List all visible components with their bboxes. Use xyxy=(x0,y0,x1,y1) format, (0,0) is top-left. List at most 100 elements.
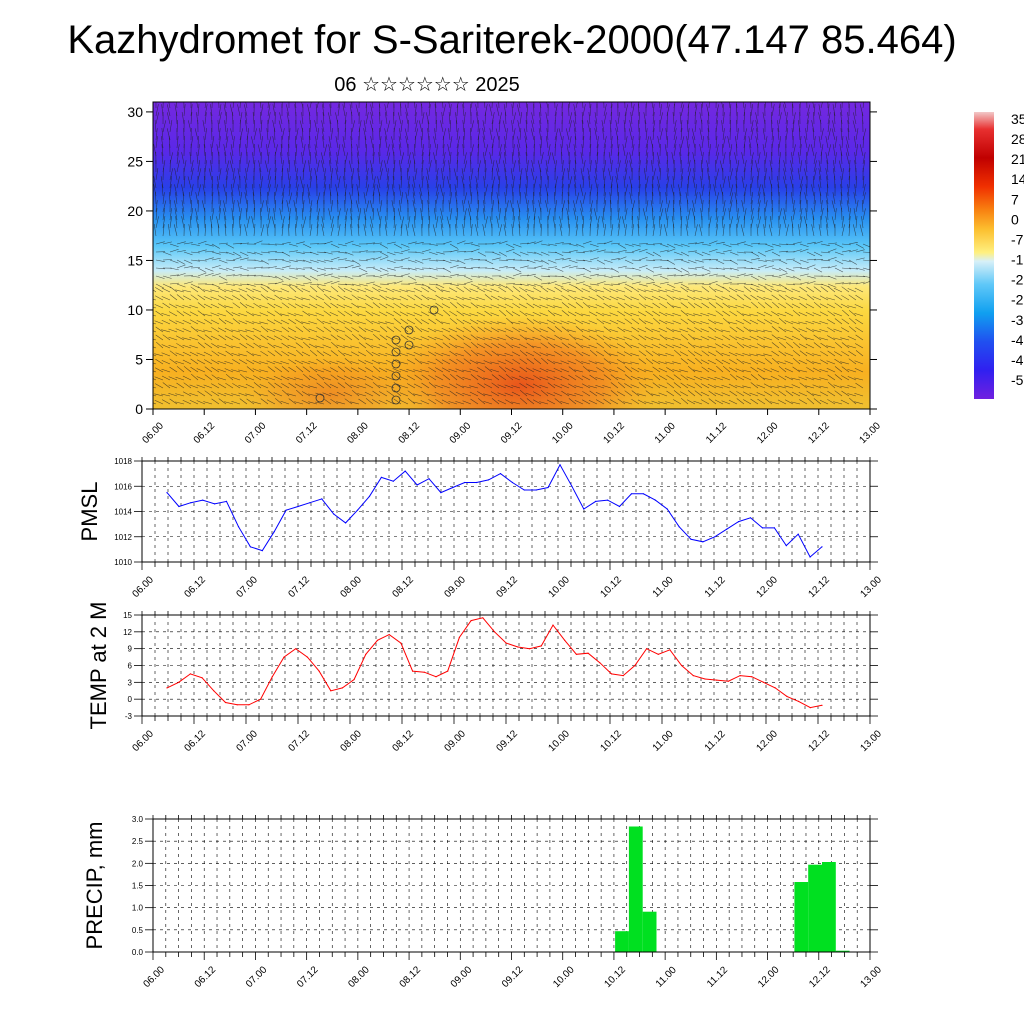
wind-barb xyxy=(630,183,633,197)
wind-barb xyxy=(855,249,865,253)
wind-barb xyxy=(519,242,529,245)
wind-barb xyxy=(686,327,696,333)
wind-barb xyxy=(854,360,864,365)
wind-barb xyxy=(343,320,353,325)
wind-barb xyxy=(386,168,389,181)
wind-barb xyxy=(224,152,227,165)
data-point xyxy=(669,649,671,651)
wind-barb xyxy=(559,224,563,237)
wind-barb xyxy=(253,283,263,286)
wind-barb xyxy=(862,259,870,262)
wind-barb xyxy=(526,273,536,277)
wind-barb xyxy=(847,192,850,205)
wind-barb xyxy=(537,160,542,173)
wind-barb xyxy=(379,136,382,149)
wind-barb xyxy=(805,311,815,317)
wind-barb xyxy=(721,329,731,333)
wind-barb xyxy=(862,251,870,253)
wind-barb xyxy=(273,303,283,309)
wind-barb xyxy=(533,358,542,365)
calm-circle xyxy=(391,371,401,381)
wind-barb xyxy=(673,144,677,157)
wind-barb xyxy=(793,341,801,349)
wind-barb xyxy=(847,393,857,397)
wind-barb xyxy=(484,343,493,349)
data-point xyxy=(726,528,728,530)
wind-barb xyxy=(631,390,640,397)
wind-barb xyxy=(476,361,486,365)
wind-barb xyxy=(644,344,654,349)
wind-barb xyxy=(378,376,388,381)
wind-barb xyxy=(624,390,633,397)
wind-barb xyxy=(211,366,220,373)
wind-barb xyxy=(161,352,171,357)
wind-barb xyxy=(274,168,277,181)
wind-barb xyxy=(511,344,521,349)
wind-barb xyxy=(596,281,606,285)
wind-barb xyxy=(716,365,724,373)
x-tick-label: 08.00 xyxy=(345,420,371,446)
wind-barb xyxy=(351,333,360,341)
wind-barb xyxy=(721,359,731,365)
data-point xyxy=(412,670,414,672)
wind-barb xyxy=(365,200,370,213)
wind-barb xyxy=(798,328,808,333)
wind-barb xyxy=(364,288,374,293)
data-point xyxy=(681,664,683,667)
x-tick-label: 07.12 xyxy=(294,420,320,446)
wind-barb xyxy=(420,303,430,309)
wind-barb xyxy=(736,199,738,213)
wind-barb xyxy=(589,127,591,141)
wind-barb xyxy=(749,345,759,349)
wind-barb xyxy=(575,342,584,349)
wind-barb xyxy=(659,334,668,341)
wind-barb xyxy=(183,265,193,269)
wind-barb xyxy=(309,119,311,133)
wind-barb xyxy=(337,208,341,221)
wind-barb xyxy=(609,336,619,341)
wind-barb xyxy=(855,318,864,325)
wind-barb xyxy=(638,334,647,341)
wind-barb xyxy=(736,294,745,301)
wind-barb xyxy=(288,318,297,325)
wind-barb xyxy=(846,200,850,213)
wind-barb xyxy=(413,312,423,317)
wind-barb xyxy=(449,318,458,325)
wind-barb xyxy=(491,102,493,109)
wind-barb xyxy=(260,104,264,117)
wind-barb xyxy=(203,329,213,333)
wind-barb xyxy=(569,333,577,341)
wind-barb xyxy=(631,318,640,325)
wind-barb xyxy=(463,135,465,149)
wind-barb xyxy=(239,242,249,245)
wind-barb xyxy=(589,267,599,270)
wind-barb xyxy=(476,297,486,301)
wind-barb xyxy=(820,275,831,277)
wind-barb xyxy=(722,275,732,281)
wind-barb xyxy=(602,168,605,181)
wind-barb xyxy=(603,326,612,333)
wind-barb xyxy=(714,385,724,389)
wind-barb xyxy=(582,240,592,245)
wind-barb xyxy=(253,259,263,263)
wind-barb xyxy=(245,287,255,293)
wind-barb xyxy=(323,176,327,189)
wind-barb xyxy=(805,320,815,325)
wind-barb xyxy=(742,391,752,397)
y-tick-label: 30 xyxy=(127,104,143,120)
wind-barb xyxy=(365,266,375,269)
data-point xyxy=(248,704,250,706)
data-point xyxy=(295,648,297,650)
wind-barb xyxy=(652,112,655,125)
wind-barb xyxy=(322,104,325,117)
wind-barb xyxy=(322,336,332,341)
wind-barb xyxy=(153,354,157,357)
wind-barb xyxy=(308,328,318,333)
wind-barb xyxy=(512,283,523,286)
wind-barb xyxy=(323,359,332,365)
data-point xyxy=(345,522,347,524)
wind-barb xyxy=(519,382,528,389)
wind-barb xyxy=(442,267,452,273)
x-tick-label: 12.12 xyxy=(807,964,833,990)
wind-barb xyxy=(736,102,738,109)
